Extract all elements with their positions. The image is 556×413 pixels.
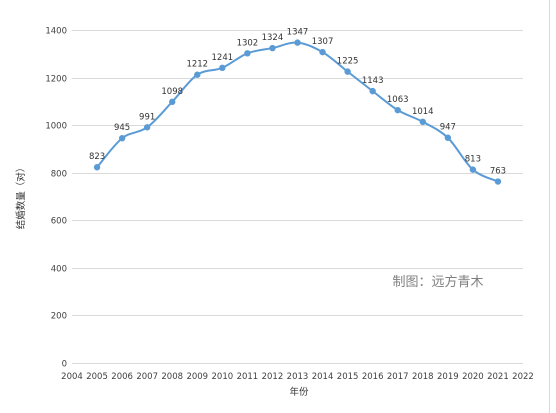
data-label-2018: 1014 — [412, 107, 434, 117]
data-point-2010 — [219, 64, 226, 72]
series-line-0 — [96, 41, 499, 183]
data-point-2011 — [244, 50, 251, 57]
x-tick-label-2019: 2019 — [437, 372, 459, 382]
x-tick-label-2013: 2013 — [287, 372, 309, 382]
data-point-2013 — [294, 39, 301, 46]
data-point-2006 — [118, 135, 126, 142]
data-point-2021 — [494, 178, 502, 185]
data-label-2020: 813 — [465, 155, 481, 165]
x-tick-label-2010: 2010 — [212, 372, 234, 382]
data-point-2005 — [93, 164, 101, 171]
x-tick-label-2005: 2005 — [86, 372, 108, 382]
chart-annotation: 制图：远方青木 — [392, 274, 483, 290]
x-tick-label-2012: 2012 — [262, 372, 284, 382]
x-tick-label-2016: 2016 — [362, 372, 384, 382]
data-label-2007: 991 — [139, 112, 155, 122]
data-label-2011: 1302 — [237, 38, 259, 48]
x-tick-label-2007: 2007 — [136, 372, 158, 382]
data-point-2016 — [369, 87, 376, 95]
data-label-2006: 945 — [114, 123, 130, 133]
data-label-2008: 1098 — [161, 87, 183, 97]
data-point-2018 — [419, 118, 426, 126]
y-tick-label-1200: 1200 — [45, 75, 67, 85]
x-axis-ticks: 2004 2005 2006 2007 2008 2009 2010 2011 2012 2013… — [61, 372, 534, 382]
data-point-2017 — [394, 106, 401, 114]
data-point-2008 — [169, 98, 176, 106]
x-axis-title: 年份 — [289, 386, 309, 398]
data-label-2021: 763 — [490, 167, 506, 177]
data-label-2015: 1225 — [337, 57, 359, 67]
data-point-2007 — [143, 124, 151, 131]
x-tick-label-2018: 2018 — [412, 372, 434, 382]
y-axis-title: 结婚数量（对） — [15, 163, 27, 230]
data-point-2012 — [269, 44, 276, 52]
data-point-2014 — [319, 48, 326, 56]
series-layer — [96, 41, 499, 183]
gridlines — [72, 30, 523, 364]
x-tick-label-2021: 2021 — [487, 372, 509, 382]
data-label-2012: 1324 — [262, 33, 284, 43]
data-label-2005: 823 — [89, 152, 105, 162]
x-tick-label-2008: 2008 — [161, 372, 183, 382]
y-tick-label-800: 800 — [51, 170, 67, 180]
data-label-2013: 1347 — [287, 28, 309, 38]
data-points — [93, 39, 502, 185]
y-axis-ticks: 0 200 400 600 800 1000 1200 1400 — [45, 27, 67, 370]
data-point-2020 — [469, 166, 477, 173]
x-tick-label-2011: 2011 — [237, 372, 259, 382]
data-label-2014: 1307 — [312, 37, 334, 47]
data-point-2019 — [444, 134, 452, 141]
x-tick-label-2014: 2014 — [312, 372, 334, 382]
data-labels: 823 945 991 1098 1212 12411302132413471307122… — [89, 28, 506, 177]
y-tick-label-0: 0 — [62, 360, 67, 370]
data-label-2017: 1063 — [387, 95, 409, 105]
y-tick-label-400: 400 — [51, 265, 67, 275]
x-tick-label-2006: 2006 — [111, 372, 133, 382]
data-label-2016: 1143 — [362, 76, 384, 86]
x-tick-label-2015: 2015 — [337, 372, 359, 382]
y-tick-label-200: 200 — [51, 312, 67, 322]
data-label-2009: 1212 — [186, 60, 208, 70]
data-label-2019: 947 — [440, 123, 456, 133]
x-tick-label-2009: 2009 — [186, 372, 208, 382]
x-tick-label-2017: 2017 — [387, 372, 409, 382]
data-point-2015 — [344, 68, 351, 75]
data-point-2009 — [194, 71, 201, 78]
x-tick-label-2020: 2020 — [462, 372, 484, 382]
y-tick-label-1000: 1000 — [45, 122, 67, 132]
x-tick-label-2004: 2004 — [61, 372, 83, 382]
y-tick-label-1400: 1400 — [45, 27, 67, 37]
y-tick-label-600: 600 — [51, 217, 67, 227]
x-tick-label-2022: 2022 — [512, 372, 534, 382]
data-label-2010: 1241 — [212, 53, 234, 63]
